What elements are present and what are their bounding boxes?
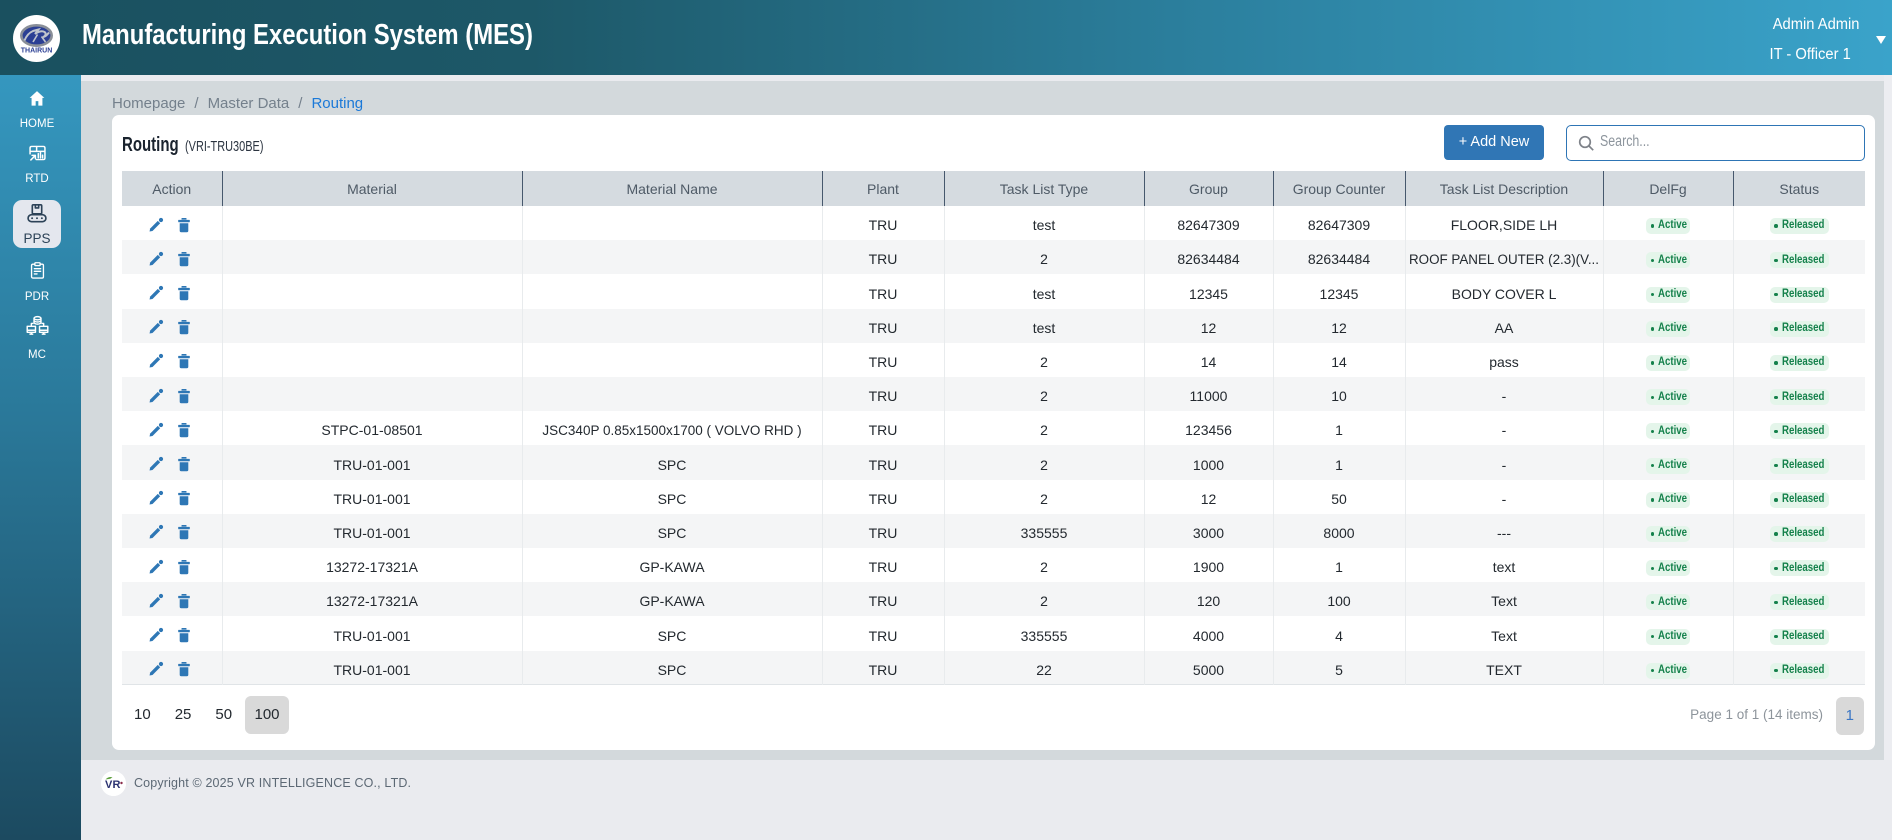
svg-text:R: R <box>113 779 121 791</box>
svg-text:V: V <box>105 779 113 791</box>
svg-text:THAIRUN: THAIRUN <box>21 48 53 55</box>
